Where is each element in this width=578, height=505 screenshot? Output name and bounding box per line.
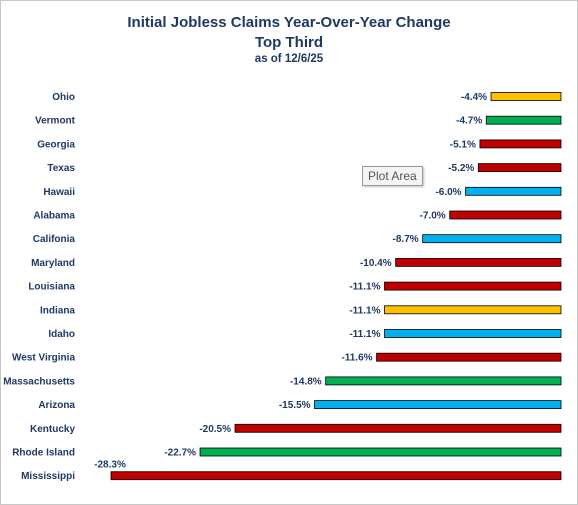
value-label-louisiana: -11.1% — [349, 282, 380, 293]
bar-alabama[interactable] — [449, 210, 562, 220]
category-label-vermont: Vermont — [35, 116, 76, 127]
bar-georgia[interactable] — [479, 139, 562, 149]
bar-louisiana[interactable] — [384, 281, 562, 291]
category-label-massachusetts: Massachusetts — [3, 376, 75, 387]
category-label-arizona: Arizona — [38, 400, 75, 411]
value-label-ohio: -4.4% — [461, 92, 487, 103]
category-label-ohio: Ohio — [52, 92, 75, 103]
bar-massachusetts[interactable] — [325, 376, 562, 386]
bar-idaho[interactable] — [384, 329, 562, 338]
category-label-maryland: Maryland — [31, 258, 75, 269]
category-label-indiana: Indiana — [40, 305, 75, 316]
bar-indiana[interactable] — [384, 305, 562, 315]
category-label-mississippi: Mississippi — [21, 471, 75, 482]
value-label-massachusetts: -14.8% — [290, 376, 322, 387]
value-label-maryland: -10.4% — [360, 258, 392, 269]
plot-area-tooltip: Plot Area — [362, 166, 423, 186]
category-label-west-virginia: West Virginia — [12, 353, 75, 364]
value-label-georgia: -5.1% — [450, 139, 476, 150]
value-label-kentucky: -20.5% — [199, 424, 231, 435]
bar-mississippi[interactable] — [110, 471, 562, 481]
category-label-rhode-island: Rhode Island — [12, 448, 75, 459]
category-label-louisiana: Louisiana — [28, 282, 75, 293]
chart-subtitle: Top Third — [254, 34, 324, 51]
category-label-califonia: Califonia — [33, 234, 76, 245]
bar-kentucky[interactable] — [234, 423, 562, 433]
category-label-texas: Texas — [47, 163, 75, 174]
value-label-hawaii: -6.0% — [435, 187, 461, 198]
value-label-west-virginia: -11.6% — [341, 353, 372, 364]
value-label-rhode-island: -22.7% — [164, 448, 196, 459]
value-label-texas: -5.2% — [448, 163, 474, 174]
category-label-hawaii: Hawaii — [43, 187, 75, 198]
category-label-kentucky: Kentucky — [30, 424, 75, 435]
category-label-alabama: Alabama — [33, 211, 75, 222]
chart-title: Initial Jobless Claims Year-Over-Year Ch… — [127, 14, 451, 31]
value-label-alabama: -7.0% — [420, 211, 446, 222]
bar-califonia[interactable] — [422, 234, 562, 244]
bar-west-virginia[interactable] — [376, 352, 562, 362]
bar-ohio[interactable] — [490, 92, 562, 101]
bar-arizona[interactable] — [314, 400, 562, 410]
bar-hawaii[interactable] — [465, 186, 562, 196]
category-label-idaho: Idaho — [48, 329, 75, 340]
bar-texas[interactable] — [477, 163, 562, 173]
value-label-vermont: -4.7% — [456, 116, 482, 127]
value-label-mississippi: -28.3% — [94, 460, 126, 471]
bar-maryland[interactable] — [395, 257, 562, 267]
chart-date-note: as of 12/6/25 — [254, 53, 324, 65]
bar-rhode-island[interactable] — [199, 447, 562, 457]
value-label-idaho: -11.1% — [349, 329, 380, 340]
value-label-arizona: -15.5% — [279, 400, 311, 411]
value-label-califonia: -8.7% — [393, 234, 419, 245]
bar-vermont[interactable] — [485, 115, 562, 125]
value-label-indiana: -11.1% — [349, 305, 380, 316]
category-label-georgia: Georgia — [37, 139, 75, 150]
